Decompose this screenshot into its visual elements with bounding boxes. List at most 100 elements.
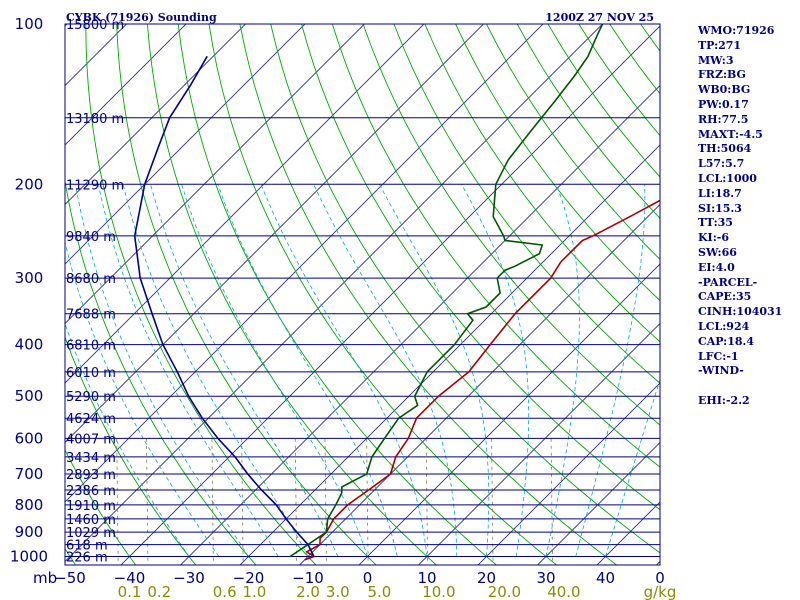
temperature-tick-label: −50 bbox=[54, 569, 86, 587]
height-label: 226 m bbox=[66, 551, 108, 566]
mixing-ratio-line bbox=[491, 438, 494, 565]
dry-adiabat-line bbox=[208, 24, 558, 565]
isotherm-line bbox=[0, 12, 19, 568]
temperature-tick-label: −20 bbox=[233, 569, 265, 587]
index-lcl: LCL:924 bbox=[698, 319, 750, 333]
isotherm-line bbox=[179, 84, 660, 565]
height-label: 7688 m bbox=[66, 308, 116, 323]
index-tp: TP:271 bbox=[698, 38, 742, 52]
isotherm-line bbox=[65, 24, 187, 146]
mixing-ratio-label: 3.0 bbox=[326, 583, 350, 600]
isotherm-line bbox=[239, 144, 660, 565]
height-label: 2893 m bbox=[66, 468, 116, 483]
height-label: 11290 m bbox=[66, 178, 124, 193]
temperature-tick-label: 0 bbox=[363, 569, 373, 587]
height-label: 15800 m bbox=[66, 18, 124, 33]
moist-adiabat-line bbox=[181, 184, 368, 557]
dry-adiabat-line bbox=[301, 24, 660, 511]
dry-adiabat-line bbox=[177, 24, 498, 565]
height-label: 4007 m bbox=[66, 432, 116, 447]
index-th: TH:5064 bbox=[698, 142, 752, 156]
isotherm-line bbox=[358, 263, 660, 565]
temperature-trace bbox=[304, 199, 660, 561]
pressure-tick-label: 100 bbox=[15, 15, 44, 33]
index-cinh: CINH:104031 bbox=[698, 305, 783, 319]
index-pw: PW:0.17 bbox=[698, 97, 749, 111]
index-cap: CAP:18.4 bbox=[698, 334, 755, 348]
index-l57: L57:5.7 bbox=[698, 157, 745, 171]
plot-frame bbox=[64, 23, 661, 566]
isotherm-line bbox=[536, 441, 660, 565]
index-maxt: MAXT:-4.5 bbox=[698, 127, 763, 141]
plot-background bbox=[65, 24, 660, 565]
dry-adiabat-line bbox=[65, 448, 137, 565]
temperature-tick-label: 10 bbox=[417, 569, 436, 587]
parcel-trace bbox=[133, 55, 315, 557]
dry-adiabat-line bbox=[486, 24, 660, 261]
index-mw: MW:3 bbox=[698, 53, 734, 67]
index-rh: RH:77.5 bbox=[698, 112, 749, 126]
mixing-ratio-line bbox=[146, 438, 149, 565]
dry-adiabat-line bbox=[270, 24, 660, 554]
isotherm-line bbox=[65, 24, 425, 384]
height-label: 6810 m bbox=[66, 339, 116, 354]
mixing-ratio-label: 0.1 bbox=[118, 583, 142, 600]
index-wmo: WMO:71926 bbox=[698, 24, 775, 37]
mixing-ratio-line bbox=[324, 438, 327, 565]
index-ki: KI:-6 bbox=[698, 231, 729, 245]
index-section-heading bbox=[698, 379, 798, 394]
pressure-tick-label: 900 bbox=[15, 523, 44, 541]
temperature-tick-label: −30 bbox=[173, 569, 205, 587]
height-label: 13180 m bbox=[66, 112, 124, 127]
dry-adiabat-line bbox=[0, 24, 17, 568]
mixing-ratio-line bbox=[294, 438, 298, 565]
height-label: 1460 m bbox=[66, 513, 116, 528]
height-label: 8680 m bbox=[66, 272, 116, 287]
isotherm-line bbox=[120, 25, 660, 565]
isotherm-line bbox=[477, 382, 660, 565]
chart-title: CYBK (71926) Sounding bbox=[66, 11, 217, 24]
moist-adiabat-line bbox=[379, 184, 490, 557]
mixing-ratio-line bbox=[366, 438, 369, 565]
pressure-tick-label: 400 bbox=[15, 336, 44, 354]
isotherm-line bbox=[65, 24, 366, 325]
isotherm-line bbox=[65, 24, 306, 265]
index-ehi: EHI:-2.2 bbox=[698, 393, 750, 407]
index-tt: TT:35 bbox=[698, 216, 733, 230]
mixing-ratio-line bbox=[425, 438, 428, 565]
pressure-tick-label: 700 bbox=[15, 465, 44, 483]
chart-timestamp: 1200Z 27 NOV 25 bbox=[545, 11, 654, 24]
isotherm-line bbox=[65, 24, 544, 503]
height-label: 6010 m bbox=[66, 366, 116, 381]
temperature-tick-label: 40 bbox=[596, 569, 615, 587]
dewpoint-trace bbox=[289, 24, 604, 558]
index-frz: FRZ:BG bbox=[698, 68, 746, 82]
mixing-ratio-label: 0.6 bbox=[213, 583, 237, 600]
index-sw: SW:66 bbox=[698, 245, 737, 259]
height-label: 2386 m bbox=[66, 484, 116, 499]
dry-adiabat-line bbox=[239, 24, 618, 565]
mixing-ratio-label: 5.0 bbox=[367, 583, 391, 600]
mixing-ratio-line bbox=[211, 438, 214, 565]
mixing-ratio-label: 2.0 bbox=[296, 583, 320, 600]
temperature-tick-label: 0 bbox=[655, 569, 665, 587]
mixing-ratio-label: 40.0 bbox=[547, 583, 580, 600]
pressure-tick-label: 600 bbox=[15, 429, 44, 447]
height-label: 9840 m bbox=[66, 230, 116, 245]
indices-panel: WMO:71926 TP:271 MW:3 FRZ:BG WB0:BG PW:0.17 RH… bbox=[698, 24, 798, 409]
dry-adiabat-line bbox=[65, 178, 257, 565]
sounding-traces bbox=[133, 24, 660, 561]
grid-lines bbox=[0, 12, 660, 568]
mixing-ratio-line bbox=[241, 438, 244, 565]
height-label: 618 m bbox=[66, 539, 108, 554]
height-label: 1910 m bbox=[66, 499, 116, 514]
height-label: 4624 m bbox=[66, 412, 116, 427]
isotherm-line bbox=[65, 24, 247, 206]
temperature-tick-label: 30 bbox=[536, 569, 555, 587]
dry-adiabat-line bbox=[85, 24, 317, 565]
temperature-tick-label: −10 bbox=[292, 569, 324, 587]
isotherm-line bbox=[65, 24, 604, 563]
pressure-tick-label: 300 bbox=[15, 269, 44, 287]
pressure-tick-label: 500 bbox=[15, 387, 44, 405]
height-label: 3434 m bbox=[66, 451, 116, 466]
